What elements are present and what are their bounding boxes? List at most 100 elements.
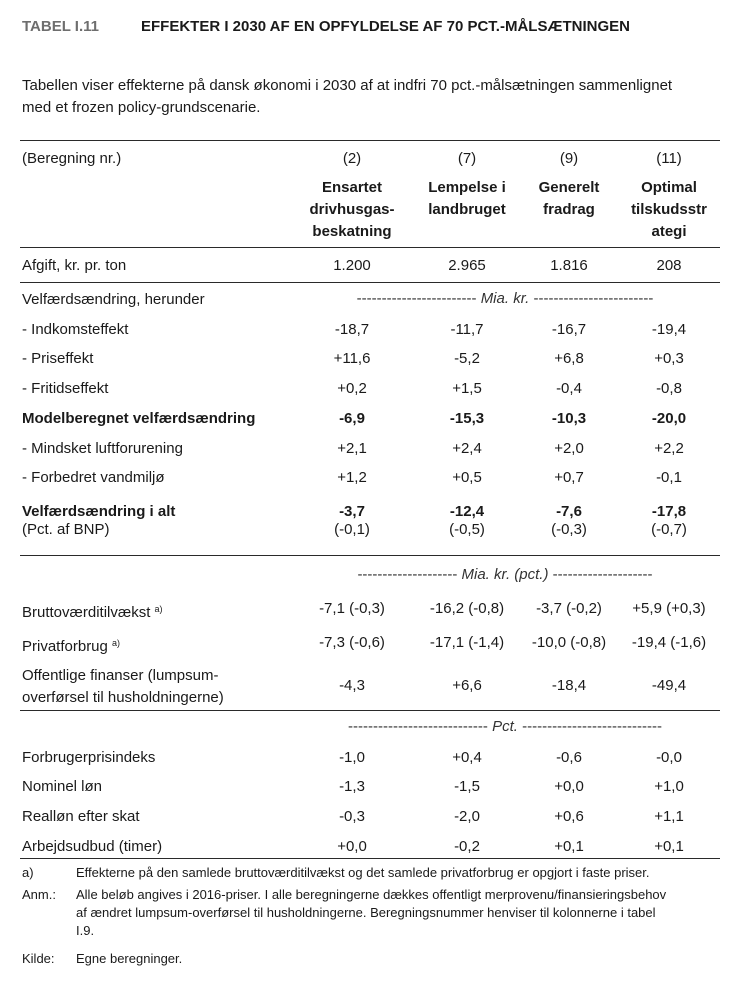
- footnote-line: Alle beløb angives i 2016-priser. I alle…: [76, 887, 667, 902]
- rule-after-section2: [20, 710, 720, 711]
- unit-dashes: --------------------: [552, 566, 653, 583]
- table-number: TABEL I.11: [22, 18, 99, 35]
- cell: -0,1: [656, 469, 682, 486]
- footnote-key: Anm.:: [22, 887, 56, 902]
- cell: -16,2 (-0,8): [429, 600, 505, 617]
- row-label: Nominel løn: [22, 778, 103, 795]
- cell: -0,3: [339, 808, 365, 825]
- row-label-line: Offentlige finanser (lumpsum-: [22, 667, 219, 684]
- cell: +6,6: [452, 677, 482, 694]
- cell: +0,7: [554, 469, 584, 486]
- unit-text: Mia. kr. (pct.): [461, 566, 549, 583]
- footnote-ref: a): [154, 604, 163, 614]
- cell: -0,4: [556, 380, 582, 397]
- cell: -20,0: [651, 410, 687, 427]
- cell: +0,3: [654, 350, 684, 367]
- col-number-9: (9): [559, 150, 579, 167]
- cell: +1,5: [452, 380, 482, 397]
- cell: 2.965: [448, 257, 486, 274]
- cell: -19,4: [651, 321, 687, 338]
- cell: (-0,1): [334, 521, 370, 538]
- footnote-text: Egne beregninger.: [76, 951, 183, 966]
- table-intro: Tabellen viser effekterne på dansk økono…: [22, 75, 722, 119]
- unit-dashes: ------------------------: [533, 290, 654, 307]
- row-label: Forbrugerprisindeks: [22, 749, 156, 766]
- cell: +2,0: [554, 440, 584, 457]
- cell: +5,9 (+0,3): [632, 600, 706, 617]
- row-label: - Mindsket luftforurening: [22, 440, 183, 457]
- cell: -5,2: [454, 350, 480, 367]
- cell: -15,3: [449, 410, 485, 427]
- row-label: (Pct. af BNP): [22, 521, 110, 538]
- footnote-ref: a): [112, 638, 121, 648]
- unit-label-mia-kr-pct: -------------------- Mia. kr. (pct.) ---…: [315, 566, 695, 583]
- cell: -49,4: [651, 677, 687, 694]
- cell: -0,2: [454, 838, 480, 855]
- cell: -18,4: [551, 677, 587, 694]
- footnote-text: Effekterne på den samlede bruttoværditil…: [76, 865, 650, 880]
- rule-bottom: [20, 858, 720, 859]
- cell: -2,0: [454, 808, 480, 825]
- cell: +1,2: [337, 469, 367, 486]
- footnote-text: Alle beløb angives i 2016-priser. I alle…: [76, 886, 726, 940]
- col-header-7-line: landbruget: [428, 201, 506, 218]
- cell: -19,4 (-1,6): [631, 634, 707, 651]
- row-label: Arbejdsudbud (timer): [22, 838, 163, 855]
- cell: +1,0: [654, 778, 684, 795]
- col-header-11-line: ategi: [651, 223, 687, 240]
- cell: +2,4: [452, 440, 482, 457]
- col-header-9-line: fradrag: [543, 201, 595, 218]
- col-header-11-line: Optimal: [641, 179, 697, 196]
- col-header-7-line: Lempelse i: [428, 179, 506, 196]
- cell: 1.816: [550, 257, 588, 274]
- cell: -3,7: [339, 503, 365, 520]
- cell: +0,1: [654, 838, 684, 855]
- footnote-line: I.9.: [76, 923, 95, 938]
- footnote-key: Kilde:: [22, 951, 55, 966]
- cell: -4,3: [339, 677, 365, 694]
- col-number-2: (2): [342, 150, 362, 167]
- cell: -1,0: [339, 749, 365, 766]
- cell: (-0,3): [551, 521, 587, 538]
- table-title: EFFEKTER I 2030 AF EN OPFYLDELSE AF 70 P…: [141, 18, 630, 35]
- col-header-2-line: Ensartet: [321, 179, 383, 196]
- unit-dashes: ------------------------: [356, 290, 477, 307]
- row-label: Modelberegnet velfærdsændring: [22, 410, 256, 427]
- cell: -7,1 (-0,3): [319, 600, 385, 617]
- cell: -11,7: [450, 321, 484, 338]
- intro-line-1: Tabellen viser effekterne på dansk økono…: [22, 77, 673, 94]
- col-header-9-line: Generelt: [538, 179, 600, 196]
- row-label: Bruttoværditilvækst a): [22, 599, 163, 623]
- cell: +0,4: [452, 749, 482, 766]
- cell: (-0,7): [651, 521, 687, 538]
- cell: -10,3: [551, 410, 587, 427]
- table-row-offentlige: Offentlige finanser (lumpsum- overførsel…: [22, 665, 722, 709]
- cell: -1,5: [454, 778, 480, 795]
- cell: -6,9: [339, 410, 365, 427]
- row-label: Offentlige finanser (lumpsum- overførsel…: [22, 665, 224, 709]
- calc-label: (Beregning nr.): [22, 150, 122, 167]
- col-header-9: Generelt fradrag: [519, 177, 619, 221]
- cell: -7,6: [556, 503, 582, 520]
- cell: -17,1 (-1,4): [429, 634, 505, 651]
- cell: +0,5: [452, 469, 482, 486]
- footnote-anm: Anm.: Alle beløb angives i 2016-priser. …: [22, 886, 727, 942]
- cell: -10,0 (-0,8): [531, 634, 607, 651]
- cell: -3,7 (-0,2): [536, 600, 602, 617]
- cell: +0,2: [337, 380, 367, 397]
- rule-after-headers: [20, 247, 720, 248]
- col-number-7: (7): [457, 150, 477, 167]
- col-header-2-line: beskatning: [312, 223, 392, 240]
- footnote-line: af ændret lumpsum-overførsel til hushold…: [76, 905, 656, 920]
- row-label: - Fritidseffekt: [22, 380, 109, 397]
- table-header: TABEL I.11 EFFEKTER I 2030 AF EN OPFYLDE…: [22, 18, 732, 40]
- cell: +0,1: [554, 838, 584, 855]
- cell: -0,6: [556, 749, 582, 766]
- cell: 1.200: [333, 257, 371, 274]
- cell: -18,7: [334, 321, 370, 338]
- rule-after-section1: [20, 555, 720, 556]
- row-label: - Indkomsteffekt: [22, 321, 129, 338]
- unit-label-pct: ---------------------------- Pct. ------…: [315, 718, 695, 735]
- cell: +1,1: [654, 808, 684, 825]
- col-number-11: (11): [656, 150, 682, 167]
